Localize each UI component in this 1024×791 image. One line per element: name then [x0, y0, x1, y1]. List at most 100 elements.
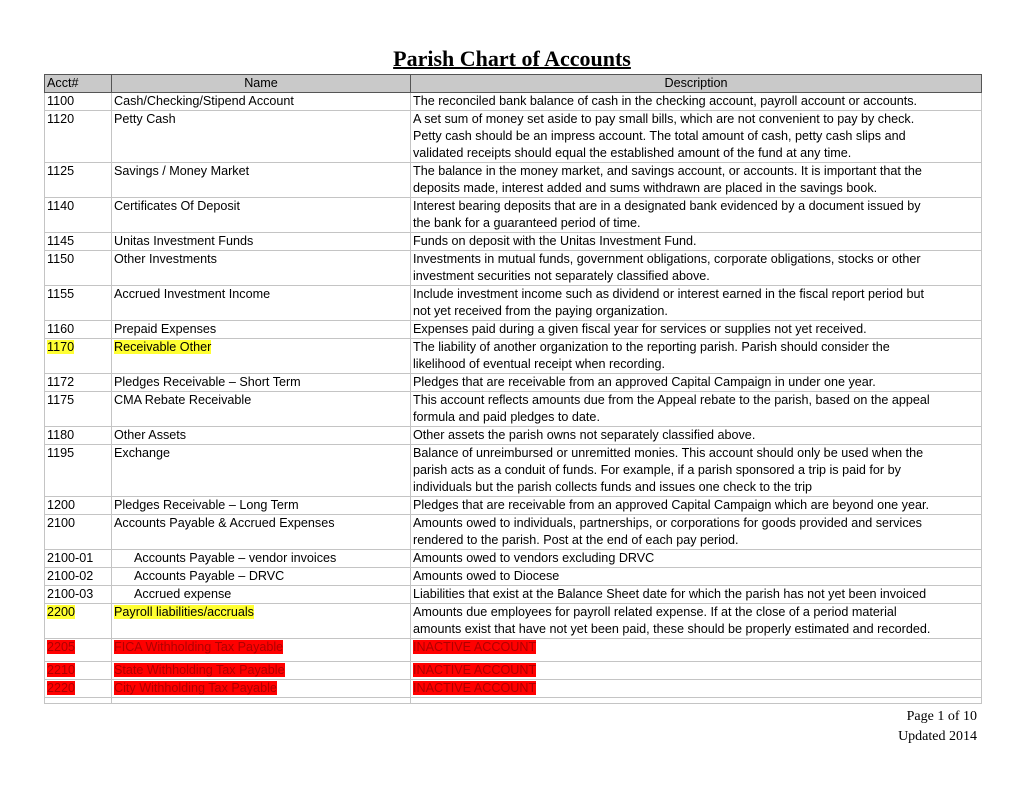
name-cell: Accounts Payable – vendor invoices [111, 549, 411, 568]
name-cell: Exchange [111, 444, 411, 497]
description-line: Petty cash should be an impress account.… [413, 129, 906, 143]
page-number: Page 1 of 10 [906, 709, 977, 724]
description-line-wrap: Amounts due employees for payroll relate… [413, 604, 979, 621]
description-line: validated receipts should equal the esta… [413, 146, 852, 160]
header-acct: Acct# [44, 74, 112, 93]
acct-number: 1170 [47, 340, 75, 354]
table-row: 1175 CMA Rebate Receivable This account re… [44, 391, 982, 427]
acct-number: 1172 [47, 375, 75, 389]
account-name: Pledges Receivable – Short Term [114, 375, 301, 389]
table-row: 1172 Pledges Receivable – Short Term Pledg… [44, 373, 982, 392]
account-name: Unitas Investment Funds [114, 234, 254, 248]
name-cell: Unitas Investment Funds [111, 232, 411, 251]
name-cell: Accounts Payable & Accrued Expenses [111, 514, 411, 550]
name-cell: Other Assets [111, 426, 411, 445]
table-row: 2100-01 Accounts Payable – vendor invoice… [44, 549, 982, 568]
name-cell: Accrued expense [111, 585, 411, 604]
acct-number: 1175 [47, 393, 75, 407]
acct-cell: 2205 [44, 638, 112, 662]
account-name: FICA Withholding Tax Payable [114, 640, 284, 654]
table-row: 1180 Other Assets Other assets the parish … [44, 426, 982, 445]
accounts-table: Acct# Name Description 1100 Cash/Checking… [44, 74, 982, 704]
account-name: Accounts Payable & Accrued Expenses [114, 516, 335, 530]
acct-cell: 1140 [44, 197, 112, 233]
acct-number: 1200 [47, 498, 76, 512]
name-cell: Accrued Investment Income [111, 285, 411, 321]
description-line: parish acts as a conduit of funds. For e… [413, 463, 901, 477]
acct-number: 2200 [47, 605, 76, 619]
page-title: Parish Chart of Accounts [393, 46, 631, 71]
description-line-wrap: parish acts as a conduit of funds. For e… [413, 462, 979, 479]
description-line: Amounts owed to vendors excluding DRVC [413, 551, 655, 565]
description-line-wrap: Pledges that are receivable from an appr… [413, 497, 979, 514]
acct-number: 1160 [47, 322, 75, 336]
table-row: 1160 Prepaid Expenses Expenses paid during… [44, 320, 982, 339]
acct-cell: 2200 [44, 603, 112, 639]
table-row: 1120 Petty Cash A set sum of money set asi… [44, 110, 982, 163]
account-name: Accrued Investment Income [114, 287, 271, 301]
account-name: Cash/Checking/Stipend Account [114, 94, 294, 108]
description-line-wrap: individuals but the parish collects fund… [413, 479, 979, 496]
description-cell: Funds on deposit with the Unitas Investm… [410, 232, 982, 251]
description-line: Amounts due employees for payroll relate… [413, 605, 897, 619]
description-cell: Interest bearing deposits that are in a … [410, 197, 982, 233]
description-line: This account reflects amounts due from t… [413, 393, 930, 407]
acct-number: 1150 [47, 252, 75, 266]
description-line: the bank for a guaranteed period of time… [413, 216, 641, 230]
name-cell: Cash/Checking/Stipend Account [111, 92, 411, 111]
description-cell: Other assets the parish owns not separat… [410, 426, 982, 445]
description-line: Include investment income such as divide… [413, 287, 925, 301]
acct-cell: 2100-03 [44, 585, 112, 604]
description-line: Pledges that are receivable from an appr… [413, 375, 876, 389]
acct-number: 2100 [47, 516, 76, 530]
acct-cell: 1125 [44, 162, 112, 198]
acct-number: 2205 [47, 640, 76, 654]
name-cell: Certificates Of Deposit [111, 197, 411, 233]
description-line: likelihood of eventual receipt when reco… [413, 357, 666, 371]
table-row: 2205 FICA Withholding Tax Payable INACTIVE… [44, 638, 982, 662]
updated-date: Updated 2014 [898, 729, 977, 744]
acct-number: 2100-03 [47, 587, 94, 601]
acct-number: 1145 [47, 234, 75, 248]
table-row: 1200 Pledges Receivable – Long Term Pledge… [44, 496, 982, 515]
description-line: Funds on deposit with the Unitas Investm… [413, 234, 697, 248]
account-name: Accrued expense [134, 587, 232, 601]
account-name: Receivable Other [114, 340, 212, 354]
acct-number: 1120 [47, 112, 75, 126]
empty-row [44, 697, 982, 704]
account-name: Accounts Payable – DRVC [134, 569, 285, 583]
account-name: Petty Cash [114, 112, 176, 126]
table-row: 1170 Receivable Other The liability of ano… [44, 338, 982, 374]
acct-number: 1180 [47, 428, 75, 442]
acct-cell: 1195 [44, 444, 112, 497]
account-name: Prepaid Expenses [114, 322, 217, 336]
table-row: 1155 Accrued Investment Income Include inv… [44, 285, 982, 321]
description-line: The reconciled bank balance of cash in t… [413, 94, 918, 108]
description-cell: INACTIVE ACCOUNT [410, 661, 982, 680]
account-name: State Withholding Tax Payable [114, 663, 285, 677]
description-cell: INACTIVE ACCOUNT [410, 679, 982, 698]
description-line: Balance of unreimbursed or unremitted mo… [413, 446, 924, 460]
description-line: INACTIVE ACCOUNT [413, 681, 537, 695]
description-cell: Amounts due employees for payroll relate… [410, 603, 982, 639]
description-cell: The reconciled bank balance of cash in t… [410, 92, 982, 111]
description-line-wrap: This account reflects amounts due from t… [413, 392, 979, 409]
description-line-wrap: rendered to the parish. Post at the end … [413, 532, 979, 549]
table-row: 1125 Savings / Money Market The balance in… [44, 162, 982, 198]
description-line: The balance in the money market, and sav… [413, 164, 922, 178]
account-name: Pledges Receivable – Long Term [114, 498, 299, 512]
account-name: Other Investments [114, 252, 217, 266]
name-cell: Petty Cash [111, 110, 411, 163]
description-line: Amounts owed to Diocese [413, 569, 560, 583]
name-cell: Accounts Payable – DRVC [111, 567, 411, 586]
description-line: Expenses paid during a given fiscal year… [413, 322, 867, 336]
description-cell: Amounts owed to vendors excluding DRVC [410, 549, 982, 568]
description-line-wrap: formula and paid pledges to date. [413, 409, 979, 426]
acct-number: 1125 [47, 164, 75, 178]
acct-cell: 1100 [44, 92, 112, 111]
description-line-wrap: not yet received from the paying organiz… [413, 303, 979, 320]
description-line-wrap: INACTIVE ACCOUNT [413, 639, 979, 656]
description-line-wrap: Interest bearing deposits that are in a … [413, 198, 979, 215]
table-row: 1140 Certificates Of Deposit Interest bear… [44, 197, 982, 233]
description-line: INACTIVE ACCOUNT [413, 640, 537, 654]
